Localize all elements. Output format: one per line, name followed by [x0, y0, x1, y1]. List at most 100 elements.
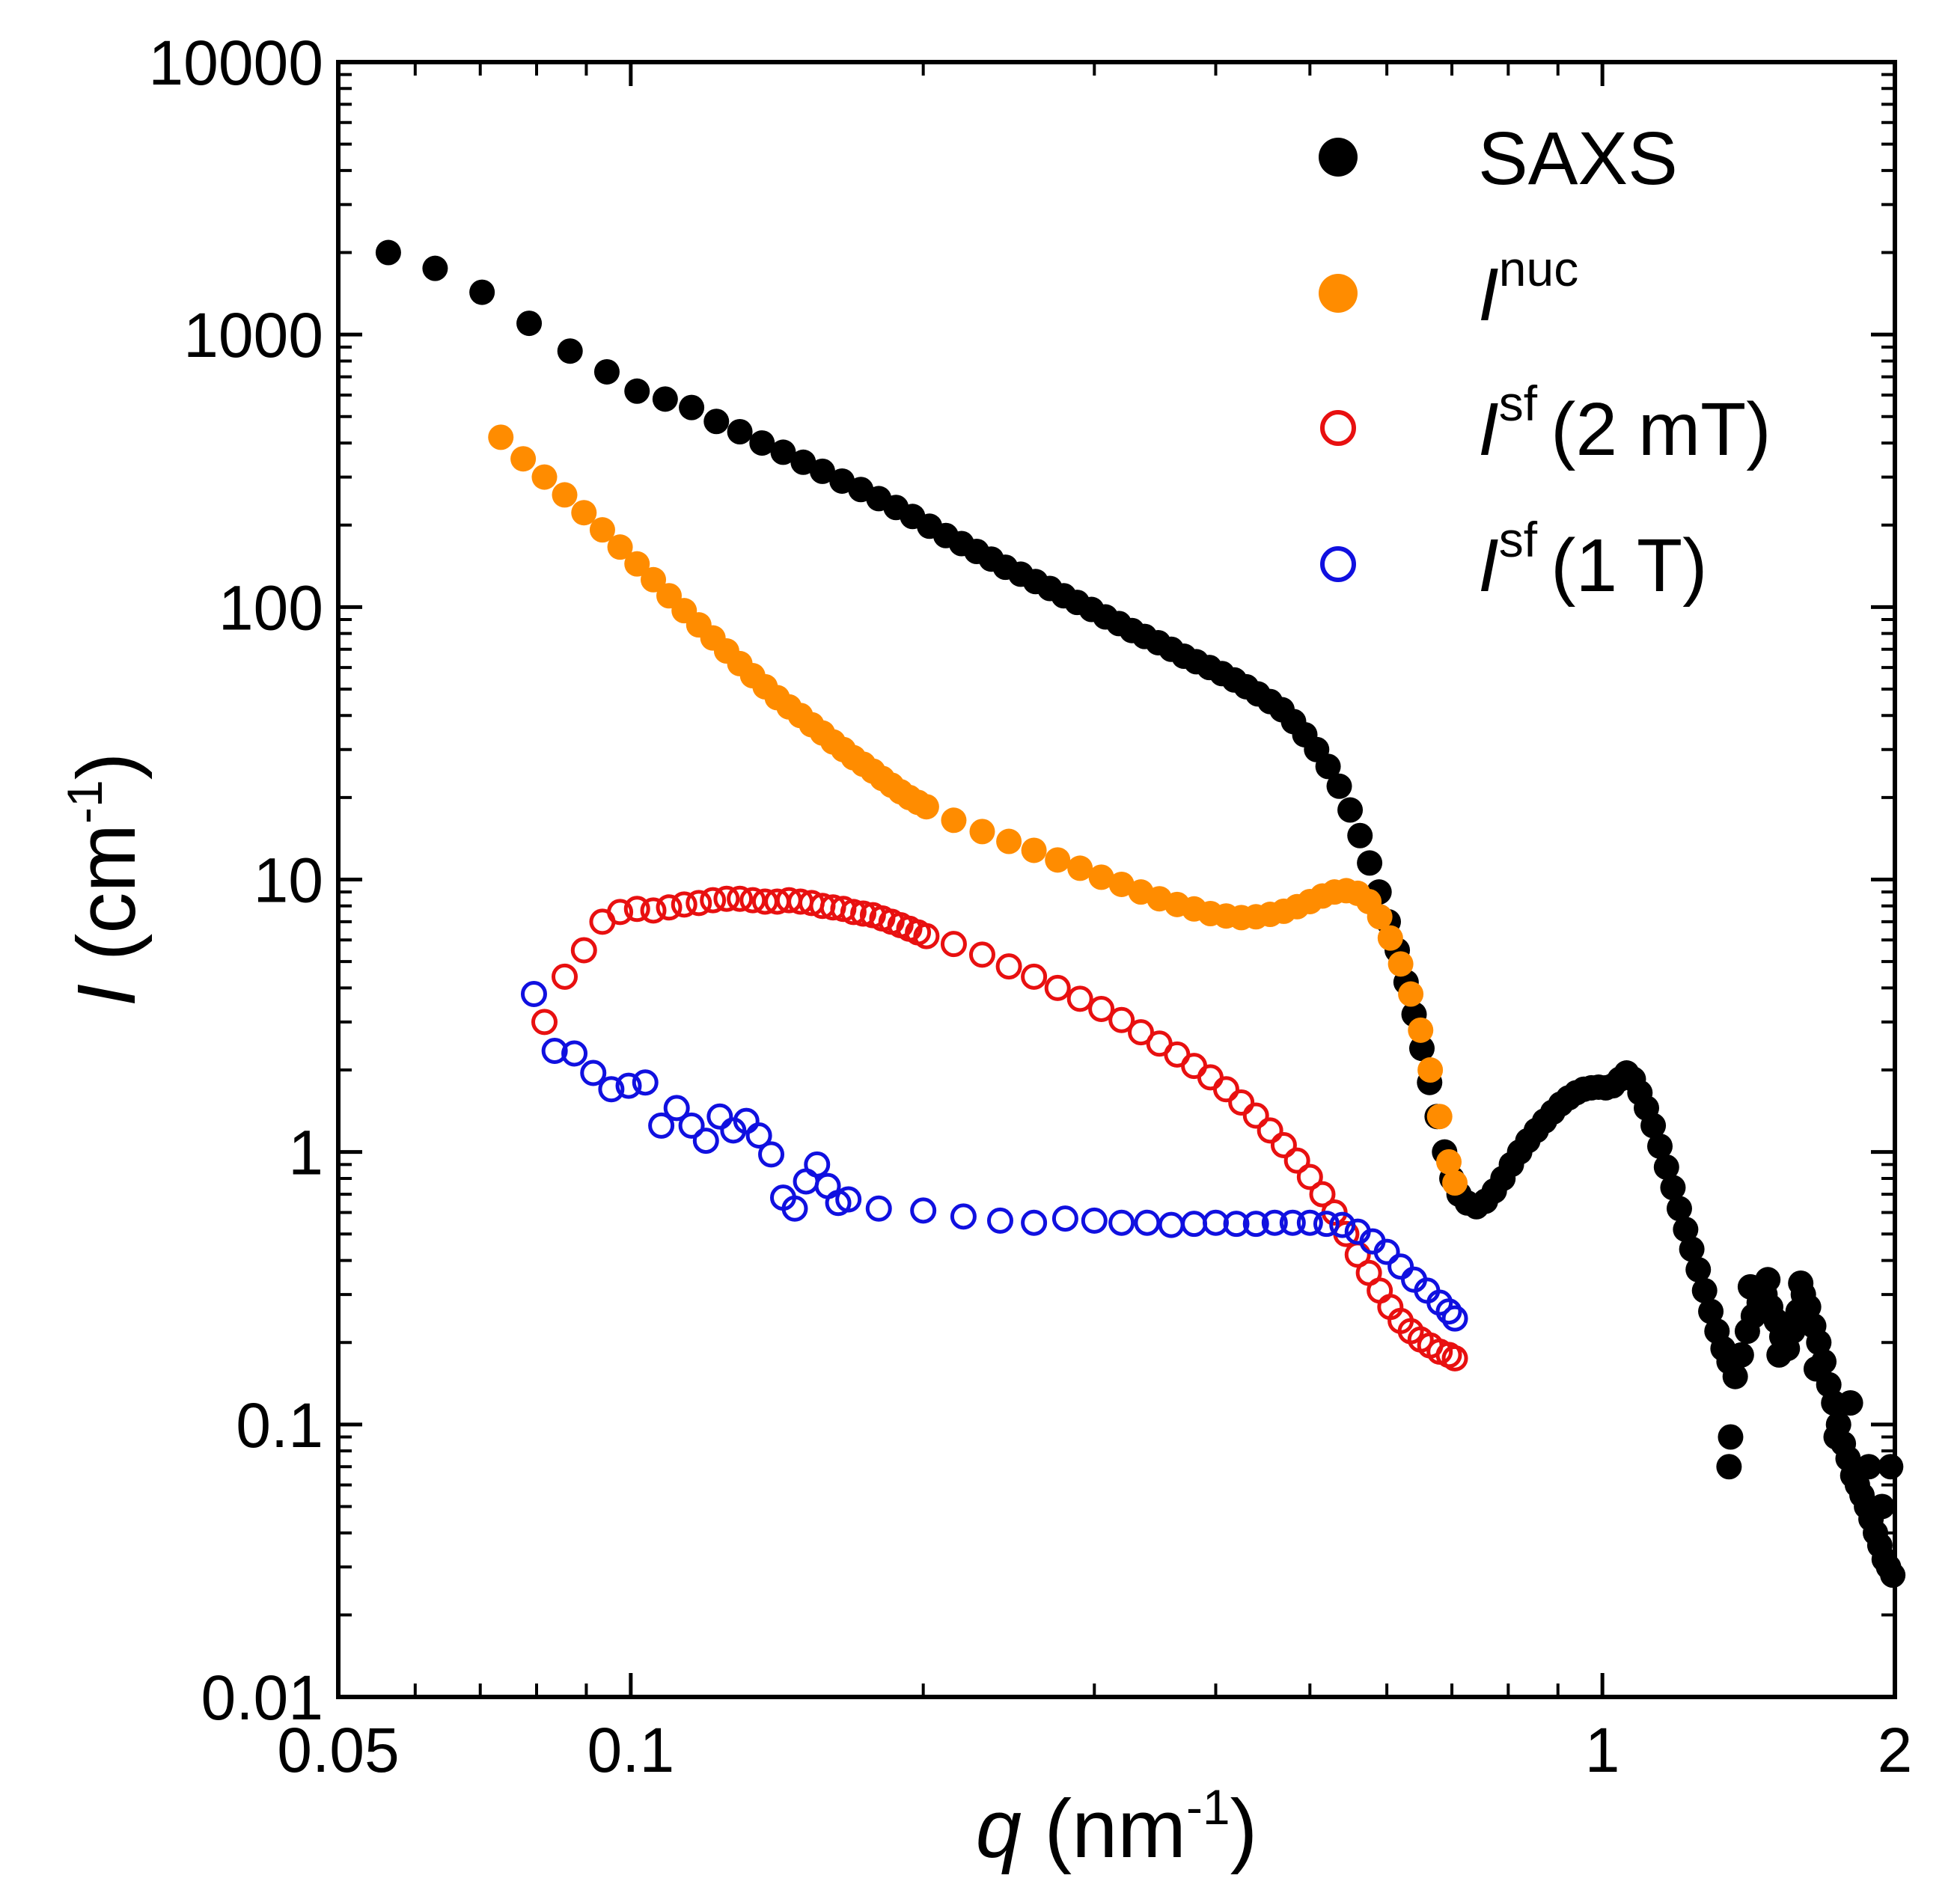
data-point: [910, 1197, 937, 1224]
data-point: [1878, 1454, 1904, 1480]
data-point: [745, 1122, 772, 1149]
x-axis-unit: (nm: [1044, 1783, 1185, 1875]
y-tick-label: 10: [254, 845, 323, 916]
data-point: [552, 482, 578, 508]
legend-entry-inuc: Inuc: [1319, 241, 1578, 337]
data-point: [1279, 1209, 1306, 1236]
data-point: [1679, 1236, 1705, 1262]
x-axis-var: q: [976, 1783, 1022, 1875]
data-point: [648, 1112, 675, 1139]
data-point: [640, 897, 667, 924]
data-point: [1869, 1493, 1895, 1520]
data-point: [686, 890, 712, 917]
data-point: [1021, 1209, 1048, 1236]
data-point: [607, 899, 634, 926]
data-point: [1436, 1149, 1462, 1175]
data-point: [1296, 1209, 1323, 1236]
y-axis-unit: (cm: [61, 824, 153, 961]
data-point: [1337, 797, 1364, 823]
data-point: [1326, 773, 1352, 799]
series-1: [488, 424, 1468, 1196]
legend-label-isf-1t: Isf (1 T): [1478, 512, 1707, 608]
legend-marker-inuc: [1319, 274, 1358, 313]
data-point: [679, 394, 705, 421]
x-axis-exp: -1: [1186, 1779, 1230, 1835]
data-point: [804, 1151, 831, 1178]
data-point: [1856, 1454, 1882, 1480]
data-point: [1673, 1217, 1699, 1243]
x-tick-label: 0.1: [587, 1715, 674, 1785]
data-point: [941, 807, 967, 834]
data-point: [1367, 1277, 1393, 1304]
legend-marker-isf-2mt: [1320, 410, 1356, 446]
data-point: [1257, 1117, 1283, 1144]
data-point: [589, 517, 615, 543]
data-point: [1228, 1089, 1255, 1116]
legend-label-isf-2mt: Isf (2 mT): [1478, 376, 1771, 471]
data-point: [623, 896, 650, 923]
x-axis-close: ): [1230, 1783, 1258, 1875]
data-point: [632, 1069, 659, 1096]
data-point: [593, 358, 620, 385]
data-point: [790, 449, 816, 475]
data-point: [1045, 847, 1071, 873]
data-point: [663, 1095, 690, 1122]
y-tick-label: 0.1: [236, 1390, 323, 1461]
data-point: [571, 500, 597, 526]
data-point: [781, 1195, 808, 1222]
data-point: [1441, 1305, 1468, 1332]
data-point: [739, 887, 766, 914]
data-point: [1766, 1342, 1792, 1368]
x-axis-title: q (nm-1): [976, 1779, 1258, 1875]
data-point: [950, 1203, 977, 1230]
y-tick-label: 100: [219, 572, 323, 643]
data-point: [520, 981, 547, 1008]
data-point: [607, 534, 633, 560]
data-point: [1128, 1019, 1155, 1046]
data-point: [1108, 1209, 1135, 1236]
data-point: [624, 378, 650, 404]
y-axis-exp: -1: [57, 780, 112, 824]
data-point: [996, 828, 1022, 854]
tick-labels: 0.05 0.1 1 2 0.01 0.1 1 10 100 1000 10000: [148, 28, 1912, 1785]
legend-marker-saxs: [1319, 138, 1358, 177]
data-point: [375, 239, 401, 266]
data-point: [1788, 1270, 1814, 1297]
data-point: [1387, 951, 1414, 977]
data-point: [1718, 1424, 1744, 1450]
data-point: [1716, 1454, 1742, 1480]
data-point: [1309, 1181, 1336, 1208]
data-point: [1803, 1356, 1829, 1382]
data-point: [1021, 837, 1047, 863]
data-point: [706, 1103, 733, 1130]
data-point: [1270, 1131, 1297, 1158]
series-layer: [375, 239, 1906, 1588]
data-point: [1660, 1175, 1686, 1201]
data-point: [1398, 981, 1424, 1007]
data-point: [1666, 1196, 1692, 1222]
data-point: [1134, 1209, 1161, 1236]
data-point: [700, 887, 727, 914]
series-0: [375, 239, 1906, 1588]
data-point: [561, 1040, 588, 1067]
data-point: [968, 941, 995, 968]
data-point: [1377, 925, 1403, 951]
data-point: [1640, 1113, 1667, 1139]
data-point: [1223, 1211, 1250, 1238]
data-point: [1417, 1057, 1444, 1083]
y-axis-title: I (cm-1): [57, 753, 153, 1007]
data-point: [692, 1128, 719, 1155]
y-tick-label: 1: [288, 1118, 323, 1188]
data-point: [1685, 1256, 1712, 1282]
data-point: [557, 338, 583, 364]
x-tick-label: 1: [1585, 1715, 1620, 1785]
data-point: [641, 566, 667, 593]
data-point: [758, 1141, 785, 1168]
data-point: [770, 439, 796, 465]
data-point: [1088, 864, 1114, 890]
data-point: [1283, 1147, 1310, 1174]
data-point: [1313, 1211, 1340, 1238]
data-point: [1329, 1211, 1356, 1238]
data-point: [1722, 1363, 1748, 1389]
data-point: [1088, 995, 1115, 1022]
